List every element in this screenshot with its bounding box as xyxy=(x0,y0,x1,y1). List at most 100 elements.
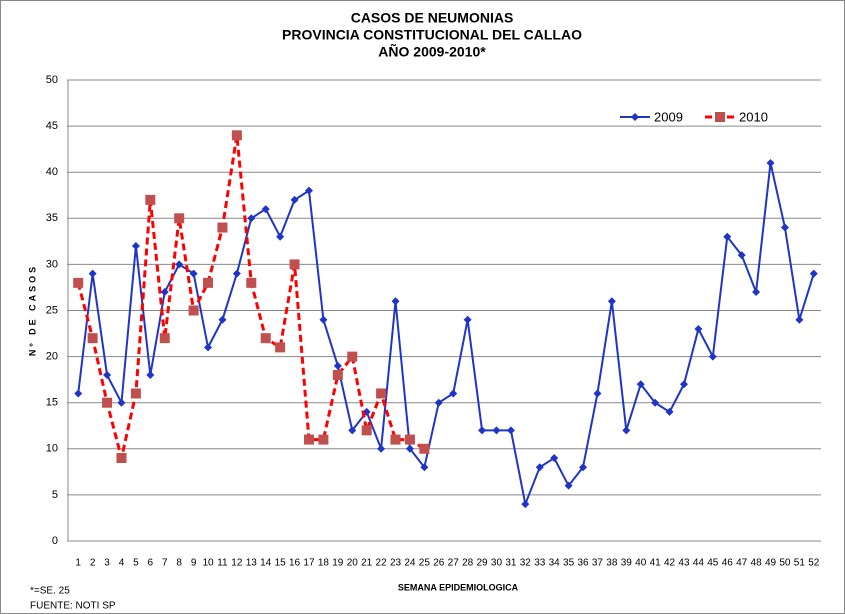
marker xyxy=(218,315,227,324)
x-tick-label: 14 xyxy=(260,558,272,569)
marker xyxy=(304,186,313,195)
marker xyxy=(377,444,386,453)
marker xyxy=(145,194,156,205)
x-tick-label: 1 xyxy=(75,558,81,569)
marker xyxy=(737,251,746,260)
marker xyxy=(636,380,645,389)
marker xyxy=(694,324,703,333)
marker xyxy=(449,389,458,398)
x-tick-label: 10 xyxy=(202,558,214,569)
marker xyxy=(780,223,789,232)
marker xyxy=(160,288,169,297)
marker xyxy=(74,389,83,398)
legend-label: 2010 xyxy=(739,109,768,124)
marker xyxy=(146,371,155,380)
x-tick-label: 13 xyxy=(246,558,258,569)
x-tick-label: 27 xyxy=(448,558,460,569)
y-tick-label: 35 xyxy=(46,212,58,224)
chart-title: CASOS DE NEUMONIAS xyxy=(351,10,514,26)
legend-marker xyxy=(715,112,725,122)
marker xyxy=(550,454,559,463)
marker xyxy=(419,443,430,454)
marker xyxy=(478,426,487,435)
x-tick-label: 38 xyxy=(606,558,618,569)
marker xyxy=(247,214,256,223)
y-tick-label: 50 xyxy=(46,74,58,86)
footnote: *=SE. 25 xyxy=(30,586,70,597)
x-tick-label: 32 xyxy=(520,558,532,569)
x-tick-label: 43 xyxy=(678,558,690,569)
y-tick-label: 30 xyxy=(46,258,58,270)
x-tick-label: 39 xyxy=(621,558,633,569)
x-tick-label: 49 xyxy=(765,558,777,569)
x-tick-label: 11 xyxy=(217,558,228,569)
marker xyxy=(809,269,818,278)
y-tick-label: 45 xyxy=(46,120,58,132)
x-tick-label: 30 xyxy=(491,558,503,569)
x-tick-label: 41 xyxy=(650,558,662,569)
x-tick-label: 46 xyxy=(722,558,734,569)
marker xyxy=(708,352,717,361)
marker xyxy=(651,398,660,407)
marker xyxy=(622,426,631,435)
marker xyxy=(131,241,140,250)
x-tick-label: 47 xyxy=(736,558,748,569)
x-axis-label: SEMANA EPIDEMIOLOGICA xyxy=(398,582,519,592)
x-tick-label: 37 xyxy=(592,558,604,569)
marker xyxy=(607,297,616,306)
x-tick-label: 48 xyxy=(751,558,763,569)
y-tick-label: 20 xyxy=(46,351,58,363)
legend-marker xyxy=(631,113,639,121)
marker xyxy=(289,259,300,270)
marker xyxy=(391,297,400,306)
marker xyxy=(361,425,372,436)
marker xyxy=(276,232,285,241)
x-tick-label: 20 xyxy=(347,558,359,569)
marker xyxy=(174,213,185,224)
x-tick-label: 19 xyxy=(332,558,344,569)
x-tick-label: 17 xyxy=(303,558,315,569)
marker xyxy=(318,434,329,445)
marker xyxy=(795,315,804,324)
x-tick-label: 18 xyxy=(318,558,330,569)
x-tick-label: 5 xyxy=(133,558,139,569)
marker xyxy=(204,343,213,352)
x-tick-label: 26 xyxy=(433,558,445,569)
x-tick-label: 22 xyxy=(376,558,388,569)
x-tick-label: 21 xyxy=(361,558,373,569)
x-tick-label: 31 xyxy=(505,558,517,569)
marker xyxy=(231,130,242,141)
marker xyxy=(348,426,357,435)
x-tick-label: 12 xyxy=(231,558,243,569)
x-tick-label: 45 xyxy=(707,558,719,569)
x-tick-label: 9 xyxy=(191,558,197,569)
marker xyxy=(275,342,286,353)
y-tick-label: 40 xyxy=(46,166,58,178)
x-tick-label: 7 xyxy=(162,558,168,569)
chart-title: PROVINCIA CONSTITUCIONAL DEL CALLAO xyxy=(282,27,582,43)
footnote: FUENTE: NOTI SP xyxy=(30,601,116,612)
x-tick-label: 25 xyxy=(419,558,431,569)
x-tick-label: 24 xyxy=(404,558,416,569)
marker xyxy=(102,397,113,408)
marker xyxy=(116,453,127,464)
x-tick-label: 33 xyxy=(534,558,546,569)
x-tick-label: 34 xyxy=(549,558,561,569)
marker xyxy=(188,305,199,316)
marker xyxy=(665,407,674,416)
marker xyxy=(390,434,401,445)
marker xyxy=(376,388,387,399)
legend-label: 2009 xyxy=(654,109,683,124)
y-tick-label: 25 xyxy=(46,304,58,316)
marker xyxy=(492,426,501,435)
x-tick-label: 6 xyxy=(148,558,154,569)
marker xyxy=(332,370,343,381)
x-tick-label: 4 xyxy=(119,558,125,569)
marker xyxy=(232,269,241,278)
x-tick-label: 36 xyxy=(577,558,589,569)
marker xyxy=(103,371,112,380)
x-tick-label: 8 xyxy=(176,558,182,569)
marker xyxy=(217,222,228,233)
marker xyxy=(347,351,358,362)
